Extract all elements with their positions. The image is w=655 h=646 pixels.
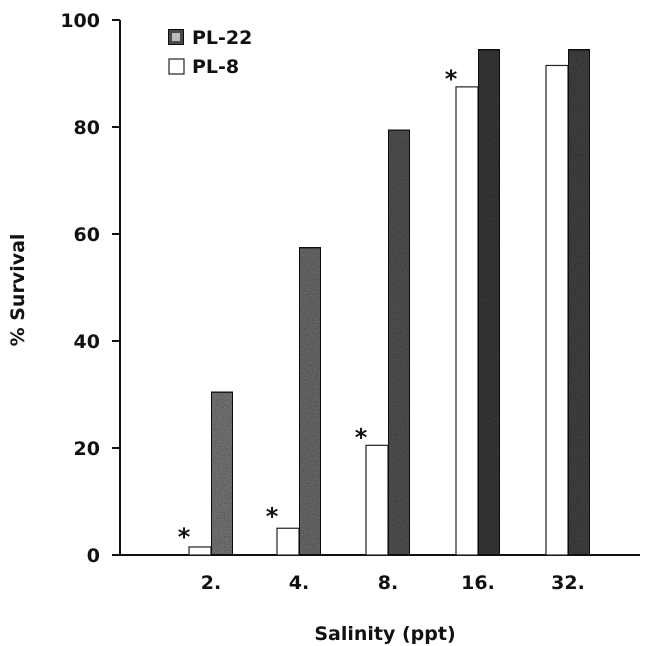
bar-pl-22: [567, 48, 591, 557]
legend-label-pl-8: PL-8: [192, 56, 239, 78]
bar-pl-22: [477, 48, 501, 557]
y-tick-label: 100: [60, 10, 100, 32]
y-axis-title: % Survival: [7, 234, 29, 347]
significance-star: *: [178, 523, 191, 551]
x-tick-label: 2.: [201, 572, 221, 594]
significance-star: *: [445, 65, 458, 93]
significance-star: *: [355, 423, 368, 451]
legend-item-pl-22: PL-22: [167, 27, 252, 49]
significance-star: *: [266, 502, 279, 530]
y-tick-label: 80: [74, 117, 100, 139]
bar-pl-22: [387, 128, 411, 557]
x-axis-title: Salinity (ppt): [314, 623, 455, 645]
x-axis-ticks: 2. 4. 8. 16. 32.: [201, 572, 585, 594]
significance-markers: * * * *: [178, 65, 458, 551]
bar-pl-8: [545, 64, 569, 556]
x-tick-label: 4.: [289, 572, 309, 594]
y-tick-label: 60: [74, 224, 100, 246]
bar-pl-8: [276, 527, 300, 556]
y-tick-label: 40: [74, 331, 100, 353]
legend-swatch-pl-22-inner: [172, 33, 180, 41]
bar-pl-8: [365, 444, 389, 556]
bar-pl-22: [210, 390, 234, 557]
bar-pl-8: [455, 86, 479, 556]
legend: PL-22 PL-8: [167, 27, 252, 78]
legend-swatch-pl-8: [168, 58, 185, 75]
x-tick-label: 16.: [461, 572, 495, 594]
y-tick-label: 20: [74, 438, 100, 460]
legend-item-pl-8: PL-8: [168, 56, 239, 78]
x-tick-label: 32.: [551, 572, 585, 594]
y-axis-ticks: 0 20 40 60 80 100: [60, 10, 120, 567]
y-tick-label: 0: [87, 545, 100, 567]
x-tick-label: 8.: [378, 572, 398, 594]
bar-pl-8: [188, 546, 212, 556]
bar-pl-22: [298, 246, 322, 556]
legend-label-pl-22: PL-22: [192, 27, 252, 49]
bars-group: [188, 48, 591, 557]
